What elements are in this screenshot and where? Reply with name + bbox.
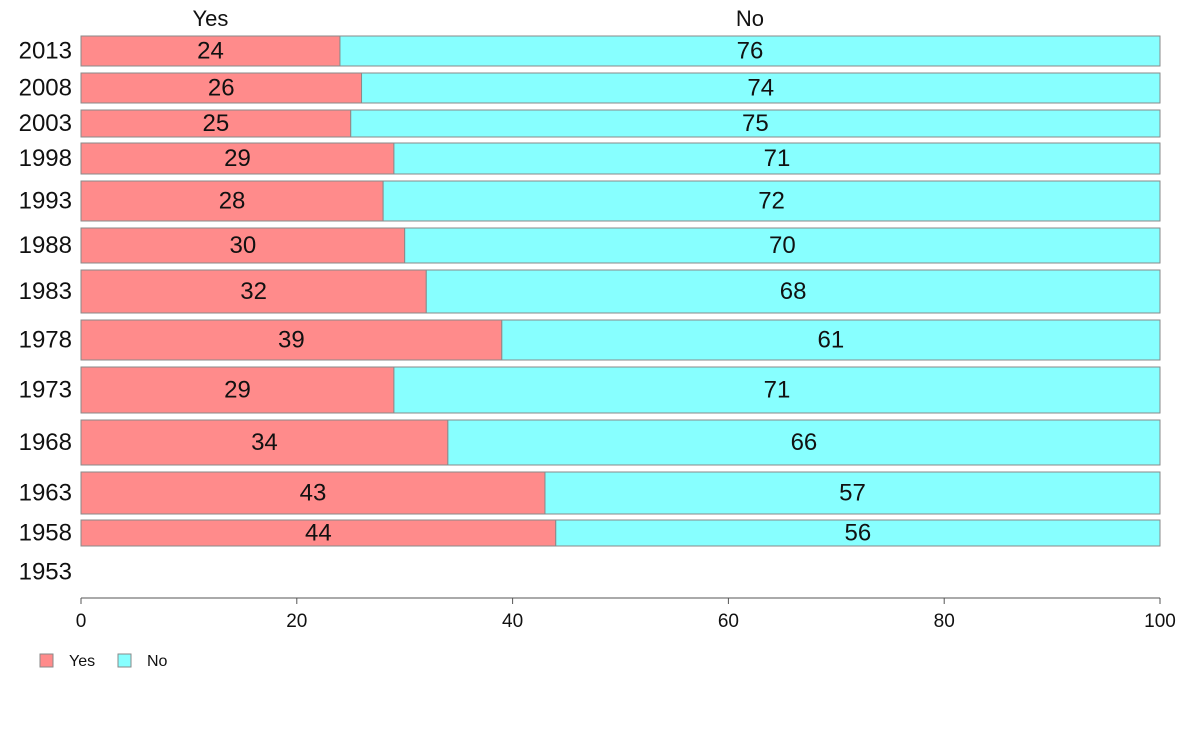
bar-1973-no <box>393 366 1161 414</box>
data-label-2013-yes: 24 <box>197 38 224 65</box>
data-label-1958-yes: 44 <box>305 520 332 547</box>
category-label-1983: 1983 <box>19 278 72 305</box>
bar-1968-yes <box>80 419 449 466</box>
data-label-1968-no: 66 <box>791 429 818 456</box>
data-label-1998-yes: 29 <box>224 145 251 172</box>
data-label-1973-no: 71 <box>764 377 791 404</box>
data-label-1993-no: 72 <box>758 188 785 215</box>
bar-2008-yes <box>80 72 363 104</box>
category-label-1968: 1968 <box>19 429 72 456</box>
data-label-1993-yes: 28 <box>219 188 246 215</box>
legend-swatch-yes <box>39 653 54 668</box>
bar-1963-yes <box>80 471 546 515</box>
data-label-1983-yes: 32 <box>240 278 267 305</box>
x-tick-label-60: 60 <box>718 611 739 632</box>
bar-1958-no <box>555 519 1161 547</box>
data-label-1988-yes: 30 <box>229 232 256 259</box>
data-label-2003-no: 75 <box>742 110 769 137</box>
bar-1968-no <box>447 419 1161 466</box>
x-tick-label-80: 80 <box>934 611 955 632</box>
bar-2013-no <box>339 35 1161 67</box>
column-header-no: No <box>736 6 764 31</box>
data-label-1988-no: 70 <box>769 232 796 259</box>
bar-1993-no <box>382 180 1161 222</box>
category-label-1973: 1973 <box>19 377 72 404</box>
category-label-1963: 1963 <box>19 480 72 507</box>
bar-1998-no <box>393 142 1161 175</box>
data-label-1978-no: 61 <box>818 327 845 354</box>
legend-label-yes: Yes <box>69 653 95 670</box>
bar-2003-yes <box>80 109 352 138</box>
data-label-1998-no: 71 <box>764 145 791 172</box>
category-labels: 2013 2008 2003 1998 1993 1988 1983 1978 1973 1968… <box>19 38 72 586</box>
bars <box>80 35 1161 547</box>
category-label-1998: 1998 <box>19 145 72 172</box>
x-tick-label-20: 20 <box>286 611 307 632</box>
legend-label-no: No <box>147 653 168 670</box>
category-label-1958: 1958 <box>19 520 72 547</box>
x-axis: 0 20 40 60 80 100 <box>76 597 1176 632</box>
bar-1978-no <box>501 319 1161 361</box>
x-tick-label-0: 0 <box>76 611 87 632</box>
data-label-1958-no: 56 <box>845 520 872 547</box>
legend-swatch-no <box>117 653 132 668</box>
data-labels: 24 76 26 74 25 75 29 71 28 72 30 70 32 68 39 61 29 71 34 66… <box>197 38 871 547</box>
category-label-1978: 1978 <box>19 327 72 354</box>
bar-1988-no <box>404 227 1161 264</box>
data-label-2008-yes: 26 <box>208 75 235 102</box>
category-label-1993: 1993 <box>19 188 72 215</box>
data-label-2013-no: 76 <box>737 38 764 65</box>
bar-1983-yes <box>80 269 427 314</box>
data-label-2003-yes: 25 <box>203 110 230 137</box>
bar-2008-no <box>361 72 1161 104</box>
bar-1998-yes <box>80 142 395 175</box>
category-label-1953: 1953 <box>19 559 72 586</box>
data-label-1968-yes: 34 <box>251 429 278 456</box>
data-label-1963-no: 57 <box>839 480 866 507</box>
bar-2013-yes <box>80 35 341 67</box>
category-label-2008: 2008 <box>19 75 72 102</box>
column-headers: Yes No <box>193 6 765 31</box>
bar-1983-no <box>425 269 1161 314</box>
column-header-yes: Yes <box>193 6 229 31</box>
bar-1973-yes <box>80 366 395 414</box>
legend: Yes No <box>39 653 168 670</box>
data-label-1973-yes: 29 <box>224 377 251 404</box>
x-tick-label-100: 100 <box>1144 611 1176 632</box>
bar-1963-no <box>544 471 1161 515</box>
data-label-1983-no: 68 <box>780 278 807 305</box>
bar-1993-yes <box>80 180 384 222</box>
data-label-2008-no: 74 <box>747 75 774 102</box>
data-label-1978-yes: 39 <box>278 327 305 354</box>
category-label-1988: 1988 <box>19 232 72 259</box>
bar-2003-no <box>350 109 1161 138</box>
category-label-2003: 2003 <box>19 110 72 137</box>
bar-1958-yes <box>80 519 557 547</box>
x-tick-label-40: 40 <box>502 611 523 632</box>
data-label-1963-yes: 43 <box>300 480 327 507</box>
category-label-2013: 2013 <box>19 38 72 65</box>
